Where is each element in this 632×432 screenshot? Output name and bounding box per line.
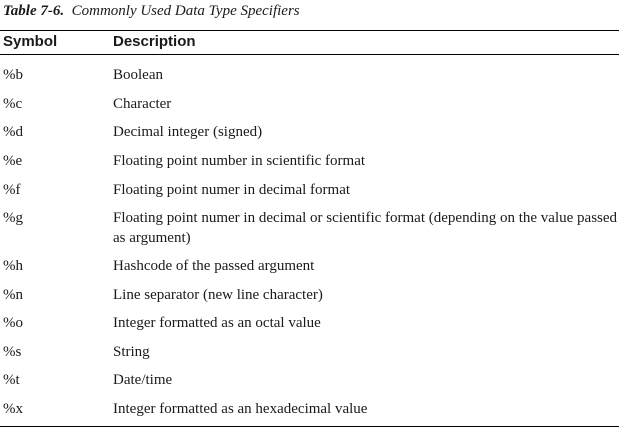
description-cell: Integer formatted as an hexadecimal valu… — [113, 401, 368, 417]
header-rule — [0, 54, 619, 55]
description-cell: Character — [113, 96, 172, 112]
symbol-cell: %t — [3, 372, 20, 388]
symbol-cell: %f — [3, 182, 21, 198]
symbol-cell: %x — [3, 401, 23, 417]
symbol-cell: %n — [3, 287, 23, 303]
symbol-cell: %c — [3, 96, 23, 112]
symbol-column-header: Symbol — [3, 33, 58, 50]
table-title: Commonly Used Data Type Specifiers — [71, 3, 300, 19]
table-number: Table 7-6. — [3, 3, 65, 19]
description-column-header: Description — [113, 33, 196, 50]
symbol-cell: %e — [3, 153, 23, 169]
description-cell: Floating point numer in decimal format — [113, 182, 351, 198]
symbol-cell: %g — [3, 210, 23, 226]
description-cell: Line separator (new line character) — [113, 287, 323, 303]
description-cell: String — [113, 344, 150, 360]
description-cell: Integer formatted as an octal value — [113, 315, 321, 331]
symbol-cell: %h — [3, 258, 23, 274]
symbol-cell: %b — [3, 67, 23, 83]
description-cell: Boolean — [113, 67, 163, 83]
description-cell: Floating point number in scientific form… — [113, 153, 366, 169]
description-cell: Date/time — [113, 372, 173, 388]
description-cell: Hashcode of the passed argument — [113, 258, 315, 274]
table-caption: Table 7-6. Commonly Used Data Type Speci… — [3, 2, 300, 20]
symbol-cell: %s — [3, 344, 22, 360]
table-bottom-rule — [0, 426, 619, 427]
table-top-rule — [0, 30, 619, 31]
description-cell: Floating point numer in decimal or scien… — [113, 210, 618, 246]
symbol-cell: %d — [3, 124, 23, 140]
symbol-cell: %o — [3, 315, 23, 331]
description-cell: Decimal integer (signed) — [113, 124, 263, 140]
